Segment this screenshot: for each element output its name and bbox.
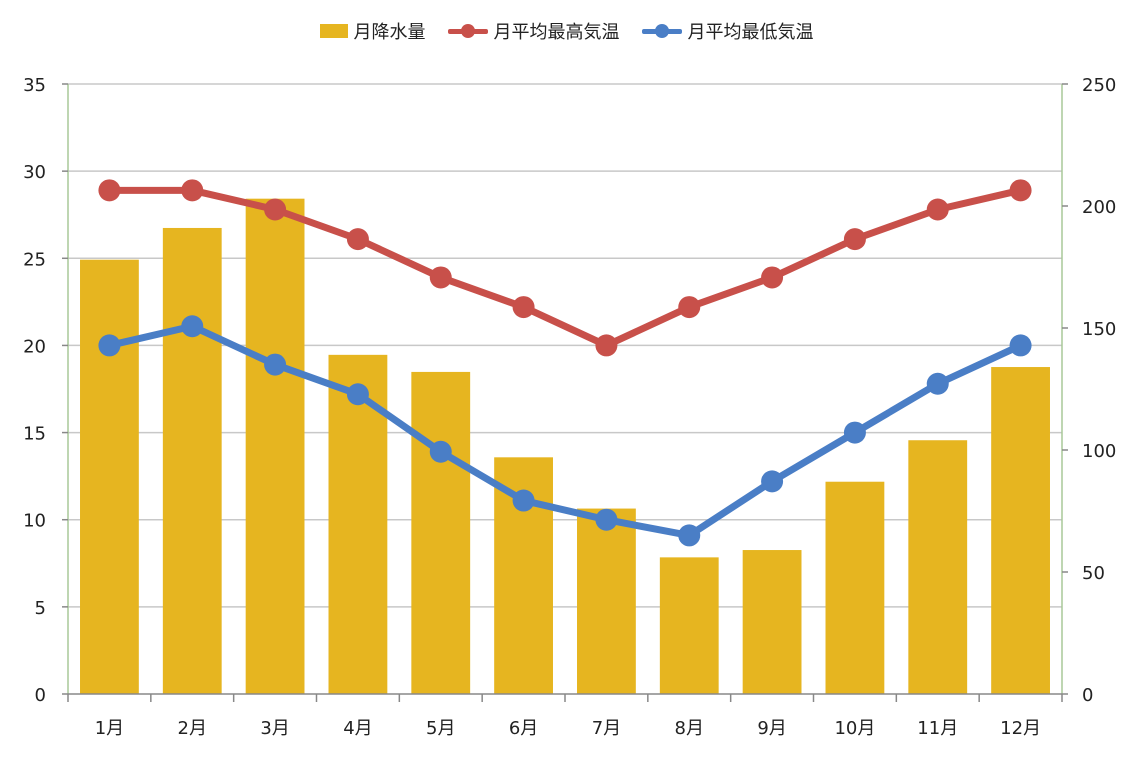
legend-item-max-temp: 月平均最高気温: [447, 18, 620, 44]
y-left-tick-label: 30: [23, 162, 46, 183]
legend-swatch-precipitation: [319, 24, 348, 38]
precipitation-bar: [742, 550, 802, 694]
y-left-tick-label: 20: [23, 336, 46, 357]
x-tick-label: 7月: [592, 718, 621, 739]
min-temp-point: [512, 489, 535, 512]
max-temp-point: [595, 334, 618, 357]
min-temp-point: [595, 508, 618, 531]
legend-label-precipitation: 月降水量: [353, 22, 426, 43]
max-temp-point: [181, 179, 204, 202]
legend-swatch-min-temp: [641, 24, 682, 38]
legend-label-min-temp: 月平均最低気温: [687, 22, 814, 43]
y-right-tick-label: 100: [1082, 441, 1116, 462]
precipitation-bar: [245, 198, 305, 694]
precipitation-bar: [659, 557, 719, 694]
x-tick-label: 2月: [178, 718, 207, 739]
x-tick-label: 1月: [95, 718, 124, 739]
min-temp-line: [105, 322, 1025, 539]
precipitation-bar: [577, 508, 636, 694]
y-left-tick-label: 10: [23, 511, 46, 532]
y-right-tick-label: 150: [1082, 319, 1116, 340]
max-temp-point: [678, 296, 701, 319]
precipitation-bar: [825, 481, 885, 694]
legend-swatch-max-temp: [447, 24, 488, 38]
min-temp-point: [1009, 334, 1032, 357]
y-left-tick-label: 25: [23, 249, 46, 270]
max-temp-point: [926, 198, 949, 221]
y-left-tick-label: 5: [35, 598, 46, 619]
max-temp-point: [1009, 179, 1032, 202]
chart-legend: 月降水量 月平均最高気温 月平均最低気温: [0, 18, 1133, 44]
y-right-tick-label: 250: [1082, 75, 1116, 96]
legend-label-max-temp: 月平均最高気温: [493, 22, 620, 43]
precipitation-bar: [162, 227, 222, 694]
min-temp-point: [843, 421, 866, 444]
x-tick-label: 12月: [1000, 718, 1041, 739]
min-temp-point: [98, 334, 121, 357]
min-temp-point: [346, 383, 369, 406]
x-tick-label: 8月: [675, 718, 704, 739]
min-temp-point: [264, 353, 287, 376]
min-temp-point: [926, 372, 949, 395]
max-temp-point: [761, 266, 784, 289]
legend-item-min-temp: 月平均最低気温: [641, 18, 814, 44]
y-right-tick-label: 50: [1082, 563, 1105, 584]
max-temp-point: [346, 228, 369, 251]
x-tick-label: 9月: [757, 718, 786, 739]
min-temp-point: [761, 470, 784, 493]
x-tick-label: 11月: [917, 718, 958, 739]
y-left-tick-label: 0: [35, 685, 46, 706]
x-tick-label: 4月: [343, 718, 372, 739]
min-temp-point: [429, 440, 452, 463]
precipitation-bar: [991, 367, 1050, 694]
x-tick-label: 10月: [834, 718, 875, 739]
x-tick-label: 5月: [426, 718, 455, 739]
y-left-tick-label: 15: [23, 424, 46, 445]
y-right-tick-label: 0: [1082, 685, 1093, 706]
precipitation-bar: [908, 440, 968, 694]
min-temp-point: [678, 524, 701, 547]
max-temp-line: [105, 186, 1025, 349]
legend-item-precipitation: 月降水量: [319, 18, 426, 44]
x-tick-label: 6月: [509, 718, 538, 739]
max-temp-point: [264, 198, 287, 221]
min-temp-point: [181, 315, 204, 338]
precipitation-bar: [80, 259, 139, 694]
precipitation-bar: [411, 371, 471, 694]
max-temp-point: [512, 296, 535, 319]
x-tick-label: 3月: [260, 718, 289, 739]
y-right-tick-label: 200: [1082, 197, 1116, 218]
max-temp-point: [98, 179, 121, 202]
max-temp-point: [843, 228, 866, 251]
max-temp-point: [429, 266, 452, 289]
y-left-tick-label: 35: [23, 75, 46, 96]
